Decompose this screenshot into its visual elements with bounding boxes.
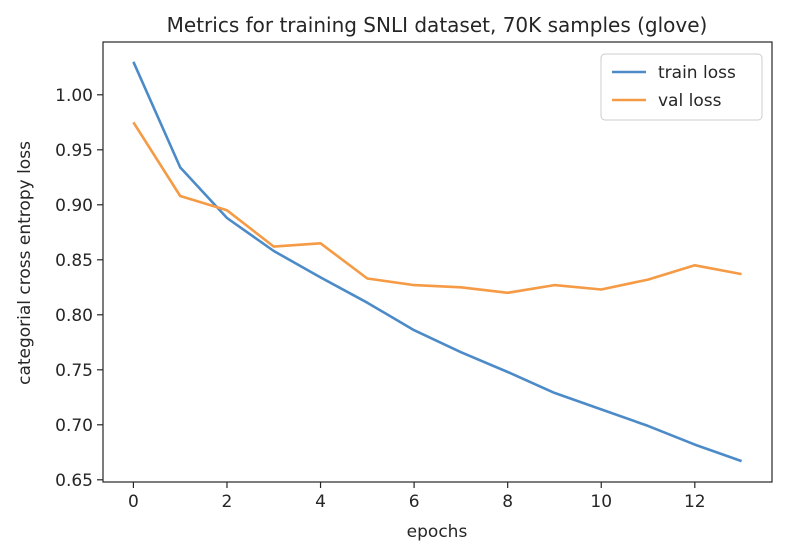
y-axis-label: categorial cross entropy loss bbox=[15, 141, 35, 385]
x-tick-label: 10 bbox=[590, 492, 612, 512]
x-tick-label: 8 bbox=[502, 492, 513, 512]
y-tick-label: 0.85 bbox=[55, 251, 93, 271]
legend: train loss val loss bbox=[600, 53, 763, 121]
y-axis-ticks: 0.65 0.70 0.75 0.80 0.85 0.90 0.95 1.00 bbox=[55, 86, 103, 491]
y-tick-label: 0.80 bbox=[55, 306, 93, 326]
y-tick-label: 1.00 bbox=[55, 86, 93, 106]
series-lines bbox=[132, 61, 743, 463]
x-tick-label: 6 bbox=[409, 492, 420, 512]
x-axis-ticks: 0 2 4 6 8 10 12 bbox=[128, 482, 706, 512]
series-line-val-loss bbox=[132, 121, 742, 295]
x-tick-label: 4 bbox=[315, 492, 326, 512]
y-tick-label: 0.65 bbox=[55, 471, 93, 491]
y-tick-label: 0.75 bbox=[55, 361, 93, 381]
legend-box bbox=[600, 53, 763, 121]
x-tick-label: 0 bbox=[128, 492, 139, 512]
x-tick-label: 12 bbox=[684, 492, 706, 512]
x-tick-label: 2 bbox=[222, 492, 233, 512]
y-tick-label: 0.95 bbox=[55, 141, 93, 161]
x-axis-label: epochs bbox=[407, 522, 468, 542]
plot-frame bbox=[102, 41, 773, 483]
y-tick-label: 0.70 bbox=[55, 416, 93, 436]
legend-label: val loss bbox=[658, 91, 722, 111]
chart-title: Metrics for training SNLI dataset, 70K s… bbox=[167, 13, 708, 37]
y-tick-label: 0.90 bbox=[55, 196, 93, 216]
series-line-train-loss bbox=[132, 61, 743, 463]
legend-label: train loss bbox=[658, 63, 736, 83]
